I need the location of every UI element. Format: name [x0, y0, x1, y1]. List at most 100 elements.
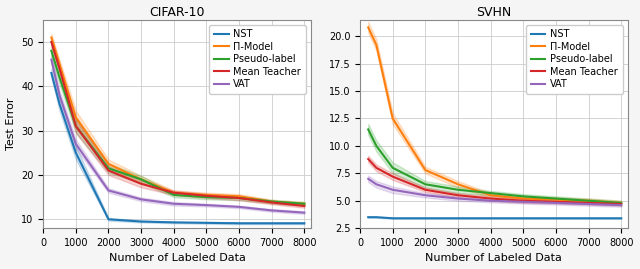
NST	[364, 215, 372, 219]
Mean Teacher	[300, 204, 308, 208]
NST	[138, 220, 145, 223]
Pseudo-label	[372, 144, 380, 147]
NST	[389, 217, 397, 220]
VAT	[170, 202, 178, 206]
NST	[203, 221, 211, 224]
Pseudo-label	[47, 49, 55, 52]
Π-Model	[454, 183, 462, 186]
Mean Teacher	[268, 201, 275, 204]
VAT	[552, 201, 560, 204]
Pseudo-label	[487, 192, 495, 195]
Mean Teacher	[520, 199, 527, 202]
Π-Model	[236, 194, 243, 198]
Title: CIFAR-10: CIFAR-10	[149, 6, 205, 19]
VAT	[422, 194, 429, 197]
Mean Teacher	[105, 169, 113, 172]
NST	[372, 215, 380, 219]
Line: Π-Model: Π-Model	[51, 37, 304, 204]
Pseudo-label	[585, 199, 593, 202]
Π-Model	[520, 197, 527, 200]
Mean Teacher	[138, 182, 145, 185]
Y-axis label: Test Error: Test Error	[6, 98, 15, 150]
Π-Model	[72, 116, 80, 119]
Mean Teacher	[47, 40, 55, 44]
NST	[454, 217, 462, 220]
Π-Model	[105, 162, 113, 165]
VAT	[203, 203, 211, 207]
NST	[487, 217, 495, 220]
Π-Model	[585, 199, 593, 202]
VAT	[487, 199, 495, 202]
Mean Teacher	[422, 188, 429, 191]
Π-Model	[487, 194, 495, 197]
Line: NST: NST	[51, 73, 304, 223]
Pseudo-label	[236, 196, 243, 200]
Pseudo-label	[520, 195, 527, 198]
Π-Model	[389, 117, 397, 120]
Π-Model	[170, 191, 178, 194]
X-axis label: Number of Labeled Data: Number of Labeled Data	[426, 253, 563, 263]
Line: VAT: VAT	[368, 179, 621, 205]
NST	[56, 102, 63, 106]
NST	[268, 222, 275, 225]
Mean Teacher	[389, 175, 397, 178]
Pseudo-label	[203, 196, 211, 199]
NST	[618, 217, 625, 220]
Mean Teacher	[454, 194, 462, 197]
VAT	[105, 189, 113, 192]
Line: VAT: VAT	[51, 60, 304, 213]
Pseudo-label	[72, 125, 80, 128]
VAT	[236, 205, 243, 208]
Mean Teacher	[552, 200, 560, 203]
Pseudo-label	[454, 188, 462, 191]
Π-Model	[422, 168, 429, 172]
Title: SVHN: SVHN	[476, 6, 511, 19]
NST	[72, 151, 80, 154]
Mean Teacher	[364, 157, 372, 161]
Π-Model	[268, 200, 275, 203]
X-axis label: Number of Labeled Data: Number of Labeled Data	[109, 253, 246, 263]
Π-Model	[372, 43, 380, 47]
Line: Π-Model: Π-Model	[368, 27, 621, 203]
NST	[47, 71, 55, 75]
Pseudo-label	[364, 128, 372, 131]
VAT	[618, 204, 625, 207]
VAT	[389, 188, 397, 191]
Mean Teacher	[72, 125, 80, 128]
Π-Model	[618, 201, 625, 204]
VAT	[520, 200, 527, 203]
Line: NST: NST	[368, 217, 621, 218]
Pseudo-label	[105, 167, 113, 170]
Mean Teacher	[236, 196, 243, 200]
VAT	[585, 202, 593, 206]
Π-Model	[56, 62, 63, 66]
VAT	[47, 58, 55, 61]
NST	[300, 222, 308, 225]
VAT	[56, 94, 63, 97]
VAT	[300, 211, 308, 214]
Π-Model	[47, 36, 55, 39]
NST	[585, 217, 593, 220]
Pseudo-label	[268, 200, 275, 203]
NST	[170, 221, 178, 224]
VAT	[268, 209, 275, 212]
Pseudo-label	[138, 178, 145, 181]
Mean Teacher	[56, 67, 63, 70]
Mean Teacher	[372, 166, 380, 169]
VAT	[364, 177, 372, 180]
Mean Teacher	[585, 201, 593, 204]
Π-Model	[300, 202, 308, 206]
Pseudo-label	[56, 76, 63, 79]
Π-Model	[203, 193, 211, 197]
Pseudo-label	[422, 183, 429, 186]
NST	[422, 217, 429, 220]
Pseudo-label	[389, 166, 397, 169]
Line: Pseudo-label: Pseudo-label	[51, 51, 304, 204]
Legend: NST, Π-Model, Pseudo-label, Mean Teacher, VAT: NST, Π-Model, Pseudo-label, Mean Teacher…	[209, 24, 306, 94]
Π-Model	[552, 198, 560, 201]
Mean Teacher	[487, 197, 495, 200]
Line: Pseudo-label: Pseudo-label	[368, 129, 621, 203]
Pseudo-label	[552, 197, 560, 200]
VAT	[454, 197, 462, 200]
Pseudo-label	[170, 193, 178, 197]
